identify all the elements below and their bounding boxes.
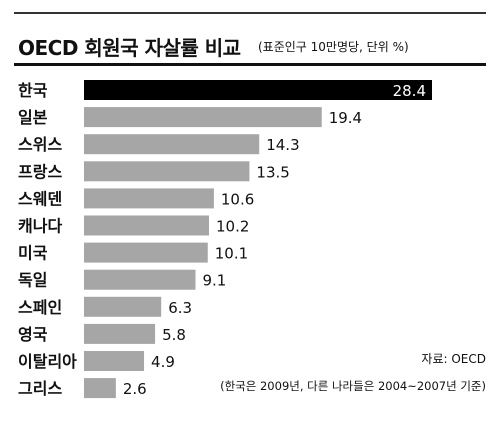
bar: [84, 161, 250, 182]
value-label: 10.6: [221, 190, 254, 208]
category-label: 일본: [18, 108, 48, 127]
category-label: 프랑스: [18, 162, 62, 181]
bar: [84, 242, 208, 263]
chart-subtitle: (표준인구 10만명당, 단위 %): [258, 40, 409, 54]
value-label: 13.5: [256, 163, 289, 181]
value-label: 6.3: [168, 299, 192, 317]
bar: [84, 215, 209, 236]
value-label: 10.2: [216, 218, 249, 236]
value-label: 14.3: [266, 136, 299, 154]
value-label: 28.4: [393, 82, 426, 100]
bar: [84, 107, 322, 128]
chart-title: OECD 회원국 자살률 비교: [18, 36, 241, 60]
value-label: 4.9: [151, 353, 175, 371]
category-label: 스웨덴: [18, 189, 62, 208]
value-label: 10.1: [215, 245, 248, 263]
header-top-rule: [14, 12, 486, 14]
category-label: 스위스: [18, 135, 62, 154]
category-label: 캐나다: [18, 217, 62, 236]
bar: [84, 269, 196, 290]
value-label: 19.4: [329, 109, 362, 127]
bar: [84, 188, 214, 209]
bar: [84, 296, 162, 317]
category-label: 스페인: [18, 298, 62, 317]
value-label: 9.1: [203, 272, 227, 290]
chart-header: OECD 회원국 자살률 비교 (표준인구 10만명당, 단위 %): [14, 12, 486, 72]
value-label: 2.6: [123, 380, 147, 398]
category-label: 독일: [18, 271, 47, 290]
bar: [84, 351, 145, 371]
category-label: 영국: [18, 325, 48, 344]
bar: [84, 134, 260, 155]
category-label: 한국: [18, 81, 48, 100]
bar: [84, 378, 116, 399]
value-label: 5.8: [162, 326, 186, 344]
category-label: 이탈리아: [18, 352, 77, 371]
category-label: 미국: [18, 244, 48, 263]
header-underline: [14, 63, 486, 66]
category-label: 그리스: [18, 379, 62, 398]
bar: [84, 323, 156, 344]
bar-highlight: [84, 80, 432, 100]
period-note: (한국은 2009년, 다른 나라들은 2004~2007년 기준): [220, 379, 486, 393]
source-note: 자료: OECD: [421, 352, 486, 366]
